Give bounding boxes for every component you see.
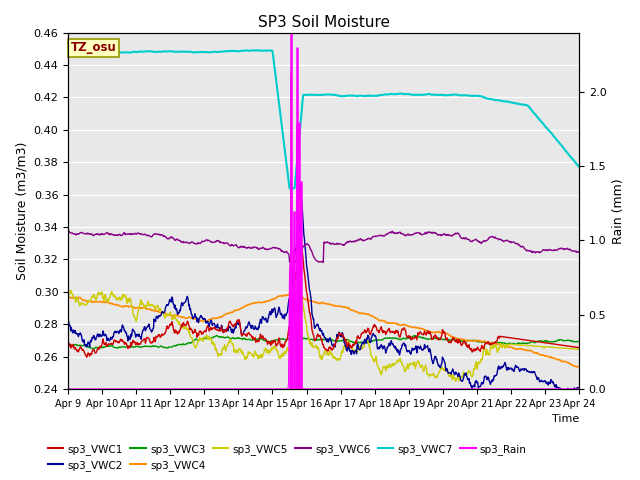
sp3_VWC5 [575, 347, 583, 352]
sp3_VWC2 [463, 374, 471, 380]
sp3_VWC4 [463, 337, 471, 343]
sp3_VWC2 [472, 378, 480, 384]
sp3_VWC2 [575, 385, 583, 391]
sp3_VWC7 [473, 93, 481, 99]
sp3_VWC3 [473, 338, 481, 344]
sp3_VWC4 [64, 294, 72, 300]
sp3_VWC1 [295, 228, 303, 233]
sp3_VWC5 [473, 365, 481, 371]
X-axis label: Time: Time [552, 414, 579, 424]
sp3_VWC3 [64, 341, 72, 347]
Line: sp3_VWC3: sp3_VWC3 [68, 336, 579, 349]
sp3_VWC6 [64, 228, 72, 234]
sp3_VWC6 [271, 245, 278, 251]
sp3_VWC5 [296, 279, 303, 285]
sp3_VWC1 [83, 354, 90, 360]
sp3_VWC1 [416, 329, 424, 335]
sp3_VWC7 [253, 48, 261, 53]
sp3_VWC3 [117, 344, 125, 350]
sp3_VWC4 [415, 325, 423, 331]
sp3_VWC5 [64, 293, 72, 299]
sp3_VWC1 [290, 290, 298, 296]
sp3_VWC7 [64, 50, 72, 56]
sp3_VWC6 [290, 260, 298, 265]
sp3_VWC2 [271, 305, 278, 311]
Y-axis label: Rain (mm): Rain (mm) [612, 178, 625, 243]
sp3_VWC4 [116, 303, 124, 309]
sp3_VWC7 [116, 49, 124, 55]
Legend: sp3_VWC1, sp3_VWC2, sp3_VWC3, sp3_VWC4, sp3_VWC5, sp3_VWC6, sp3_VWC7, sp3_Rain: sp3_VWC1, sp3_VWC2, sp3_VWC3, sp3_VWC4, … [44, 439, 531, 475]
sp3_VWC1 [117, 336, 125, 342]
sp3_VWC5 [116, 298, 124, 303]
sp3_VWC5 [452, 379, 460, 384]
Title: SP3 Soil Moisture: SP3 Soil Moisture [257, 15, 390, 30]
sp3_VWC6 [415, 230, 423, 236]
sp3_VWC7 [271, 70, 279, 76]
sp3_VWC2 [289, 264, 297, 270]
sp3_VWC5 [271, 344, 278, 349]
sp3_VWC6 [116, 232, 124, 238]
Text: TZ_osu: TZ_osu [70, 41, 116, 54]
Line: sp3_VWC7: sp3_VWC7 [68, 50, 579, 189]
sp3_VWC2 [561, 391, 569, 396]
sp3_VWC3 [90, 346, 97, 352]
sp3_VWC6 [289, 260, 297, 266]
sp3_VWC7 [463, 93, 471, 98]
sp3_VWC3 [212, 333, 220, 338]
sp3_VWC1 [271, 338, 279, 344]
Line: sp3_VWC4: sp3_VWC4 [68, 294, 579, 367]
sp3_VWC2 [295, 178, 303, 184]
sp3_VWC5 [463, 371, 471, 377]
sp3_VWC2 [116, 328, 124, 334]
Y-axis label: Soil Moisture (m3/m3): Soil Moisture (m3/m3) [15, 142, 28, 280]
sp3_VWC4 [290, 293, 298, 299]
Line: sp3_VWC5: sp3_VWC5 [68, 282, 579, 382]
sp3_VWC7 [575, 164, 583, 169]
sp3_VWC6 [472, 237, 480, 242]
sp3_VWC1 [473, 347, 481, 352]
sp3_VWC3 [291, 336, 298, 341]
Line: sp3_VWC1: sp3_VWC1 [68, 230, 579, 357]
sp3_VWC4 [472, 337, 480, 343]
sp3_VWC7 [291, 185, 298, 191]
sp3_VWC7 [416, 92, 424, 97]
sp3_VWC4 [286, 291, 294, 297]
Line: sp3_VWC2: sp3_VWC2 [68, 181, 579, 394]
sp3_VWC3 [272, 337, 280, 343]
sp3_VWC1 [64, 339, 72, 345]
sp3_VWC4 [575, 364, 583, 370]
Line: sp3_VWC6: sp3_VWC6 [68, 231, 579, 263]
sp3_VWC2 [64, 318, 72, 324]
sp3_VWC5 [415, 362, 423, 368]
sp3_VWC2 [415, 345, 423, 350]
sp3_VWC3 [575, 338, 583, 344]
sp3_VWC7 [285, 186, 293, 192]
sp3_VWC6 [575, 249, 583, 255]
sp3_VWC3 [463, 337, 471, 343]
sp3_VWC1 [575, 345, 583, 350]
sp3_VWC1 [463, 344, 471, 350]
sp3_VWC6 [463, 236, 471, 242]
sp3_VWC4 [271, 296, 278, 301]
sp3_VWC3 [416, 334, 424, 340]
sp3_VWC5 [289, 349, 297, 355]
